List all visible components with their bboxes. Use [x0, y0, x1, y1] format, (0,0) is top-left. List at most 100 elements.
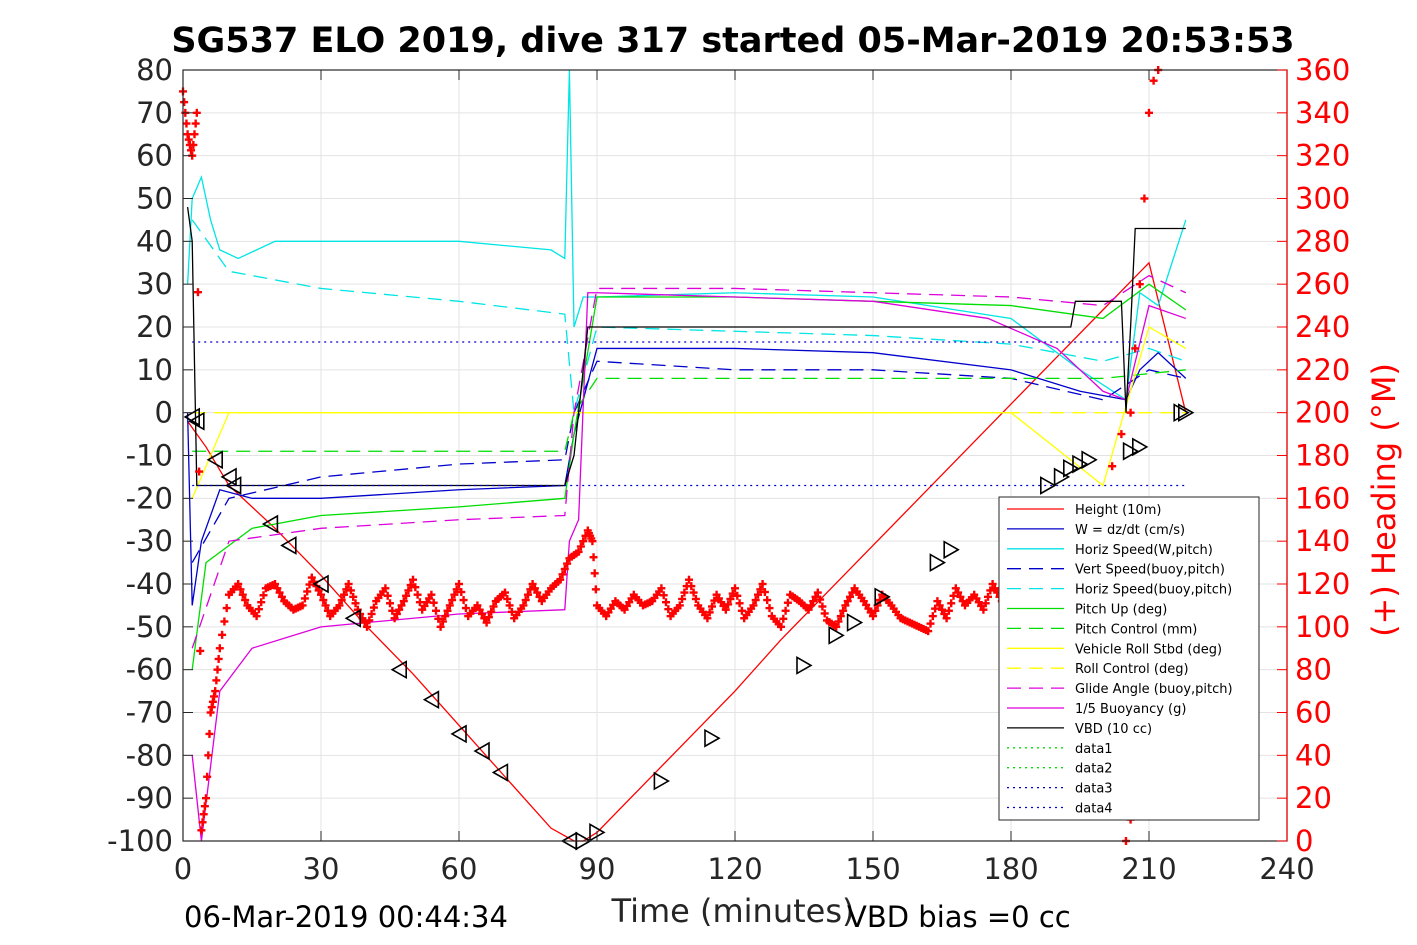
- heading-point: [1117, 430, 1126, 439]
- depth-marker: [1053, 467, 1071, 487]
- depth-marker: [188, 411, 205, 431]
- heading-point: [1108, 462, 1117, 471]
- heading-point: [754, 590, 762, 599]
- heading-point: [189, 140, 198, 149]
- heading-point: [938, 605, 946, 614]
- heading-point: [760, 588, 769, 597]
- heading-point: [214, 654, 223, 663]
- depth-marker: [653, 771, 671, 791]
- heading-point: [182, 119, 191, 128]
- heading-point: [588, 537, 597, 546]
- heading-point: [501, 588, 509, 597]
- y-tick-label: -80: [126, 738, 173, 772]
- chart-title: SG537 ELO 2019, dive 317 started 05-Mar-…: [171, 21, 1294, 61]
- series-pitch-up-deg: [191, 283, 1187, 670]
- heading-point: [415, 598, 424, 607]
- x-tick-label: 210: [1121, 852, 1176, 886]
- heading-point: [1135, 280, 1144, 289]
- heading-point: [563, 559, 572, 568]
- x-tick-label: 60: [441, 852, 478, 886]
- legend-label: Pitch Up (deg): [1075, 603, 1167, 618]
- heading-point: [781, 606, 790, 615]
- heading-point: [199, 810, 208, 819]
- heading-point: [954, 588, 963, 597]
- y-tick-label: -10: [126, 439, 173, 473]
- heading-point: [691, 594, 700, 603]
- heading-point: [811, 592, 820, 601]
- y-tick-label: 50: [136, 182, 173, 216]
- heading-point: [984, 592, 992, 601]
- heading-point: [445, 601, 454, 610]
- heading-point: [986, 586, 995, 595]
- y-right-tick-label: 200: [1295, 396, 1350, 430]
- x-tick-label: 120: [707, 852, 762, 886]
- heading-point: [979, 605, 988, 614]
- legend-box: [998, 496, 1260, 821]
- heading-point: [558, 570, 567, 579]
- depth-marker: [1178, 403, 1195, 423]
- depth-marker: [846, 613, 864, 632]
- heading-point: [590, 569, 599, 578]
- heading-point: [689, 588, 698, 597]
- heading-point: [871, 606, 880, 615]
- depth-marker: [1132, 437, 1149, 457]
- heading-point: [434, 614, 443, 623]
- heading-point: [386, 599, 394, 608]
- heading-point: [931, 604, 940, 613]
- heading-point: [204, 751, 213, 760]
- heading-point: [733, 591, 742, 600]
- heading-point: [924, 627, 933, 636]
- heading-point: [402, 591, 411, 600]
- depth-marker: [929, 553, 947, 572]
- heading-point: [947, 599, 956, 608]
- depth-marker: [704, 728, 721, 748]
- legend-label: data3: [1075, 782, 1113, 797]
- heading-point: [1140, 194, 1149, 203]
- heading-point: [503, 594, 512, 603]
- depth-marker: [491, 763, 509, 782]
- heading-point: [197, 826, 206, 835]
- heading-point: [390, 614, 399, 623]
- x-tick-label: 30: [303, 852, 340, 886]
- y-right-tick-label: 340: [1295, 96, 1350, 130]
- heading-layer: [179, 66, 1163, 845]
- y-tick-label: 70: [136, 96, 173, 130]
- heading-point: [662, 598, 670, 607]
- heading-point: [579, 537, 588, 546]
- heading-point: [457, 588, 466, 597]
- heading-point: [319, 596, 328, 605]
- legend-label: Horiz Speed(buoy,pitch): [1075, 583, 1232, 598]
- heading-point: [489, 602, 498, 611]
- heading-point: [524, 590, 532, 599]
- series-horiz-speed-buoy-pitch: [191, 219, 1187, 413]
- y-right-tick-label: 60: [1295, 696, 1332, 730]
- depth-marker: [344, 608, 362, 628]
- heading-point: [337, 596, 346, 605]
- y-right-tick-label: 360: [1295, 53, 1350, 87]
- y-tick-label: 0: [155, 396, 173, 430]
- heading-point: [360, 618, 369, 627]
- heading-point: [200, 802, 209, 811]
- heading-point: [271, 580, 279, 588]
- legend-label: Vehicle Roll Stbd (deg): [1075, 642, 1222, 657]
- heading-point: [213, 665, 222, 674]
- heading-point: [591, 585, 600, 594]
- heading-point: [259, 591, 268, 600]
- heading-point: [659, 591, 668, 600]
- heading-point: [192, 108, 201, 117]
- heading-point: [202, 794, 210, 803]
- heading-point: [346, 586, 355, 595]
- heading-point: [349, 592, 358, 601]
- heading-point: [388, 606, 397, 615]
- heading-point: [191, 119, 200, 128]
- heading-point: [956, 592, 965, 601]
- depth-marker: [1173, 403, 1190, 423]
- y-tick-label: -20: [126, 481, 173, 515]
- heading-point: [475, 605, 484, 614]
- heading-point: [323, 606, 332, 615]
- legend-label: 1/5 Buoyancy (g): [1075, 702, 1186, 717]
- depth-marker: [874, 587, 891, 607]
- heading-point: [685, 575, 693, 584]
- depth-marker: [473, 741, 490, 761]
- heading-point: [846, 592, 854, 601]
